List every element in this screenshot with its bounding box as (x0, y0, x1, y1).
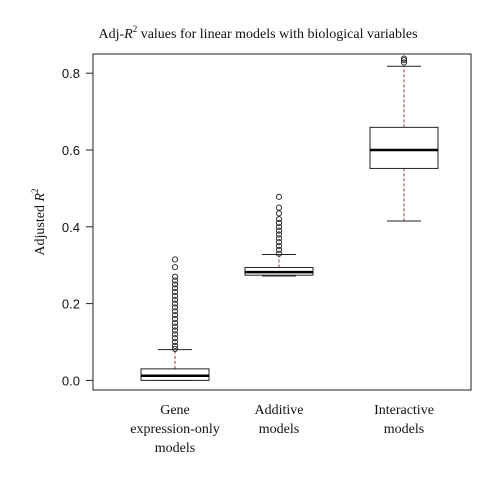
outlier-point (275, 227, 283, 234)
outlier-point (275, 193, 283, 200)
y-tick-label: 0.6 (62, 143, 80, 158)
outlier-point (275, 219, 283, 227)
outlier-point (275, 246, 283, 253)
box-group (140, 256, 210, 381)
x-category-label: models (259, 422, 299, 437)
outlier-point (171, 319, 179, 326)
box-iqr (369, 126, 439, 169)
y-axis-label: Adjusted R2 (30, 188, 48, 255)
box-group (369, 55, 439, 222)
outlier-point (171, 289, 179, 296)
outlier-point (171, 273, 179, 280)
outlier-point (275, 242, 283, 250)
y-tick-label: 0.8 (62, 66, 80, 81)
outlier-point (171, 342, 179, 349)
y-tick-label: 0.2 (62, 297, 80, 312)
box-group (244, 193, 314, 277)
x-category-label: expression-only (130, 422, 219, 437)
outlier-point (171, 345, 179, 352)
outlier-point (400, 59, 408, 66)
y-axis: 0.0 0.2 0.4 0.6 0.8 (62, 66, 93, 388)
y-tick-label: 0.0 (62, 373, 80, 388)
outlier-point (171, 256, 179, 263)
outlier-point (171, 292, 179, 299)
x-category-label: Gene (160, 403, 190, 418)
outlier-point (171, 308, 179, 315)
outlier-point (171, 335, 179, 342)
outlier-point (171, 327, 179, 334)
outlier-point (275, 223, 283, 230)
outlier-point (171, 277, 179, 284)
outlier-point (171, 304, 179, 311)
x-category-label: models (155, 441, 195, 456)
outlier-point (171, 285, 179, 292)
x-category-label: Additive (255, 403, 304, 418)
outlier-point (171, 281, 179, 288)
outlier-point (171, 296, 179, 303)
x-category-label: models (384, 422, 424, 437)
outlier-point (400, 55, 408, 62)
outlier-point (275, 239, 283, 246)
outlier-point (275, 204, 283, 211)
x-axis-labels: Gene expression-only models Additive models I… (130, 403, 434, 456)
outlier-point (275, 216, 283, 223)
x-category-label: Interactive (374, 403, 434, 418)
outlier-point (275, 235, 283, 242)
outlier-point (275, 210, 283, 217)
outlier-point (171, 331, 179, 338)
outlier-point (171, 300, 179, 307)
outlier-point (171, 338, 179, 346)
outlier-point (171, 315, 179, 323)
outlier-point (171, 264, 179, 271)
outlier-point (275, 231, 283, 238)
outlier-point (171, 312, 179, 319)
plot-frame (92, 53, 472, 391)
outlier-point (171, 323, 179, 330)
y-tick-label: 0.4 (62, 220, 80, 235)
outlier-point (275, 250, 283, 257)
chart-title: Adj-R2 values for linear models with bio… (98, 24, 417, 42)
box-series (140, 55, 439, 381)
